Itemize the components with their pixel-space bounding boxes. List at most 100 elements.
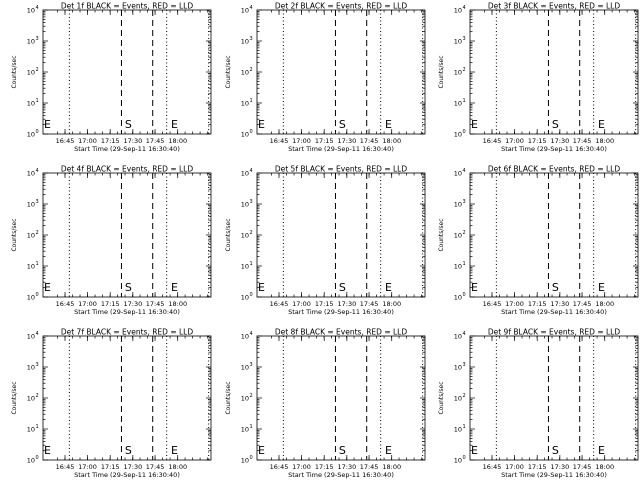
panel-title: Det 7f BLACK = Events, RED = LLD (61, 328, 194, 337)
y-tick-exponent: 1 (250, 424, 253, 430)
y-tick-label: 10 (27, 457, 35, 465)
x-axis-label: Start Time (29-Sep-11 16:30:40) (288, 471, 394, 479)
x-tick-label: 18:00 (595, 137, 614, 145)
end-marker: E (171, 444, 178, 457)
x-tick-label: 17:30 (124, 300, 143, 308)
y-tick-exponent: 0 (250, 129, 253, 135)
x-tick-label: 16:45 (56, 463, 75, 471)
x-tick-label: 17:30 (551, 463, 570, 471)
x-tick-label: 17:45 (146, 463, 165, 471)
start-marker: S (552, 444, 559, 457)
y-tick-label: 10 (241, 69, 249, 77)
y-tick-exponent: 0 (36, 292, 39, 298)
x-tick-label: 17:00 (505, 300, 524, 308)
x-tick-label: 17:45 (146, 300, 165, 308)
x-tick-label: 16:45 (270, 463, 289, 471)
y-tick-exponent: 1 (463, 261, 466, 267)
start-marker: S (339, 118, 346, 131)
plot-frame (256, 335, 426, 461)
x-tick-label: 17:00 (78, 137, 97, 145)
x-axis-label: Start Time (29-Sep-11 16:30:40) (288, 145, 394, 153)
edge-end-marker: E (258, 444, 265, 457)
plot-frame (42, 335, 212, 461)
y-tick-label: 10 (27, 201, 35, 209)
y-tick-label: 10 (27, 426, 35, 434)
y-tick-exponent: 3 (250, 199, 253, 205)
y-tick-label: 10 (27, 7, 35, 15)
start-marker: S (339, 444, 346, 457)
x-tick-label: 17:45 (573, 300, 592, 308)
y-tick-exponent: 4 (36, 5, 39, 11)
x-tick-label: 16:45 (483, 463, 502, 471)
y-tick-label: 10 (454, 263, 462, 271)
start-marker: S (125, 118, 132, 131)
y-tick-label: 10 (241, 201, 249, 209)
x-tick-label: 18:00 (595, 463, 614, 471)
x-tick-label: 18:00 (168, 463, 187, 471)
y-tick-exponent: 4 (463, 5, 466, 11)
y-tick-label: 10 (241, 131, 249, 139)
y-tick-label: 10 (241, 100, 249, 108)
x-tick-label: 17:15 (528, 463, 547, 471)
y-tick-exponent: 2 (36, 393, 39, 399)
end-marker: E (171, 118, 178, 131)
y-tick-exponent: 2 (463, 230, 466, 236)
y-tick-label: 10 (454, 395, 462, 403)
y-axis-label: Counts/sec (11, 218, 18, 251)
y-tick-exponent: 0 (250, 455, 253, 461)
y-tick-label: 10 (241, 263, 249, 271)
y-axis-label: Counts/sec (438, 381, 445, 414)
y-tick-label: 10 (27, 294, 35, 302)
y-tick-exponent: 1 (463, 98, 466, 104)
start-marker: S (552, 281, 559, 294)
y-tick-label: 10 (241, 364, 249, 372)
y-tick-label: 10 (454, 364, 462, 372)
x-tick-label: 17:30 (338, 300, 357, 308)
x-tick-label: 17:00 (292, 300, 311, 308)
panel-title: Det 5f BLACK = Events, RED = LLD (275, 165, 408, 174)
x-tick-label: 17:15 (528, 300, 547, 308)
y-tick-exponent: 2 (250, 230, 253, 236)
y-tick-label: 10 (27, 69, 35, 77)
x-tick-label: 17:30 (338, 137, 357, 145)
y-tick-exponent: 1 (36, 424, 39, 430)
y-tick-label: 10 (27, 263, 35, 271)
y-axis-label: Counts/sec (225, 218, 232, 251)
y-tick-label: 10 (454, 201, 462, 209)
y-tick-label: 10 (454, 232, 462, 240)
x-tick-label: 17:15 (101, 137, 120, 145)
edge-end-marker: E (471, 118, 478, 131)
plot-frame (256, 9, 426, 135)
y-tick-exponent: 2 (250, 393, 253, 399)
x-tick-label: 17:30 (551, 137, 570, 145)
x-tick-label: 17:15 (101, 300, 120, 308)
y-tick-label: 10 (241, 395, 249, 403)
y-tick-exponent: 0 (250, 292, 253, 298)
x-tick-label: 18:00 (168, 137, 187, 145)
y-tick-label: 10 (241, 170, 249, 178)
y-tick-exponent: 4 (250, 168, 253, 174)
x-tick-label: 17:45 (360, 300, 379, 308)
y-tick-exponent: 1 (463, 424, 466, 430)
x-tick-label: 17:15 (528, 137, 547, 145)
x-tick-label: 17:30 (124, 137, 143, 145)
x-tick-label: 17:45 (360, 463, 379, 471)
x-axis-label: Start Time (29-Sep-11 16:30:40) (501, 308, 607, 316)
x-axis-label: Start Time (29-Sep-11 16:30:40) (74, 471, 180, 479)
y-tick-label: 10 (454, 7, 462, 15)
start-marker: S (125, 281, 132, 294)
panel-title: Det 8f BLACK = Events, RED = LLD (275, 328, 408, 337)
edge-end-marker: E (44, 118, 51, 131)
y-tick-label: 10 (27, 333, 35, 341)
y-tick-label: 10 (454, 457, 462, 465)
y-tick-label: 10 (27, 170, 35, 178)
y-tick-exponent: 1 (36, 261, 39, 267)
y-tick-label: 10 (27, 364, 35, 372)
panel-title: Det 2f BLACK = Events, RED = LLD (275, 2, 408, 11)
y-tick-label: 10 (454, 131, 462, 139)
x-tick-label: 17:00 (505, 463, 524, 471)
